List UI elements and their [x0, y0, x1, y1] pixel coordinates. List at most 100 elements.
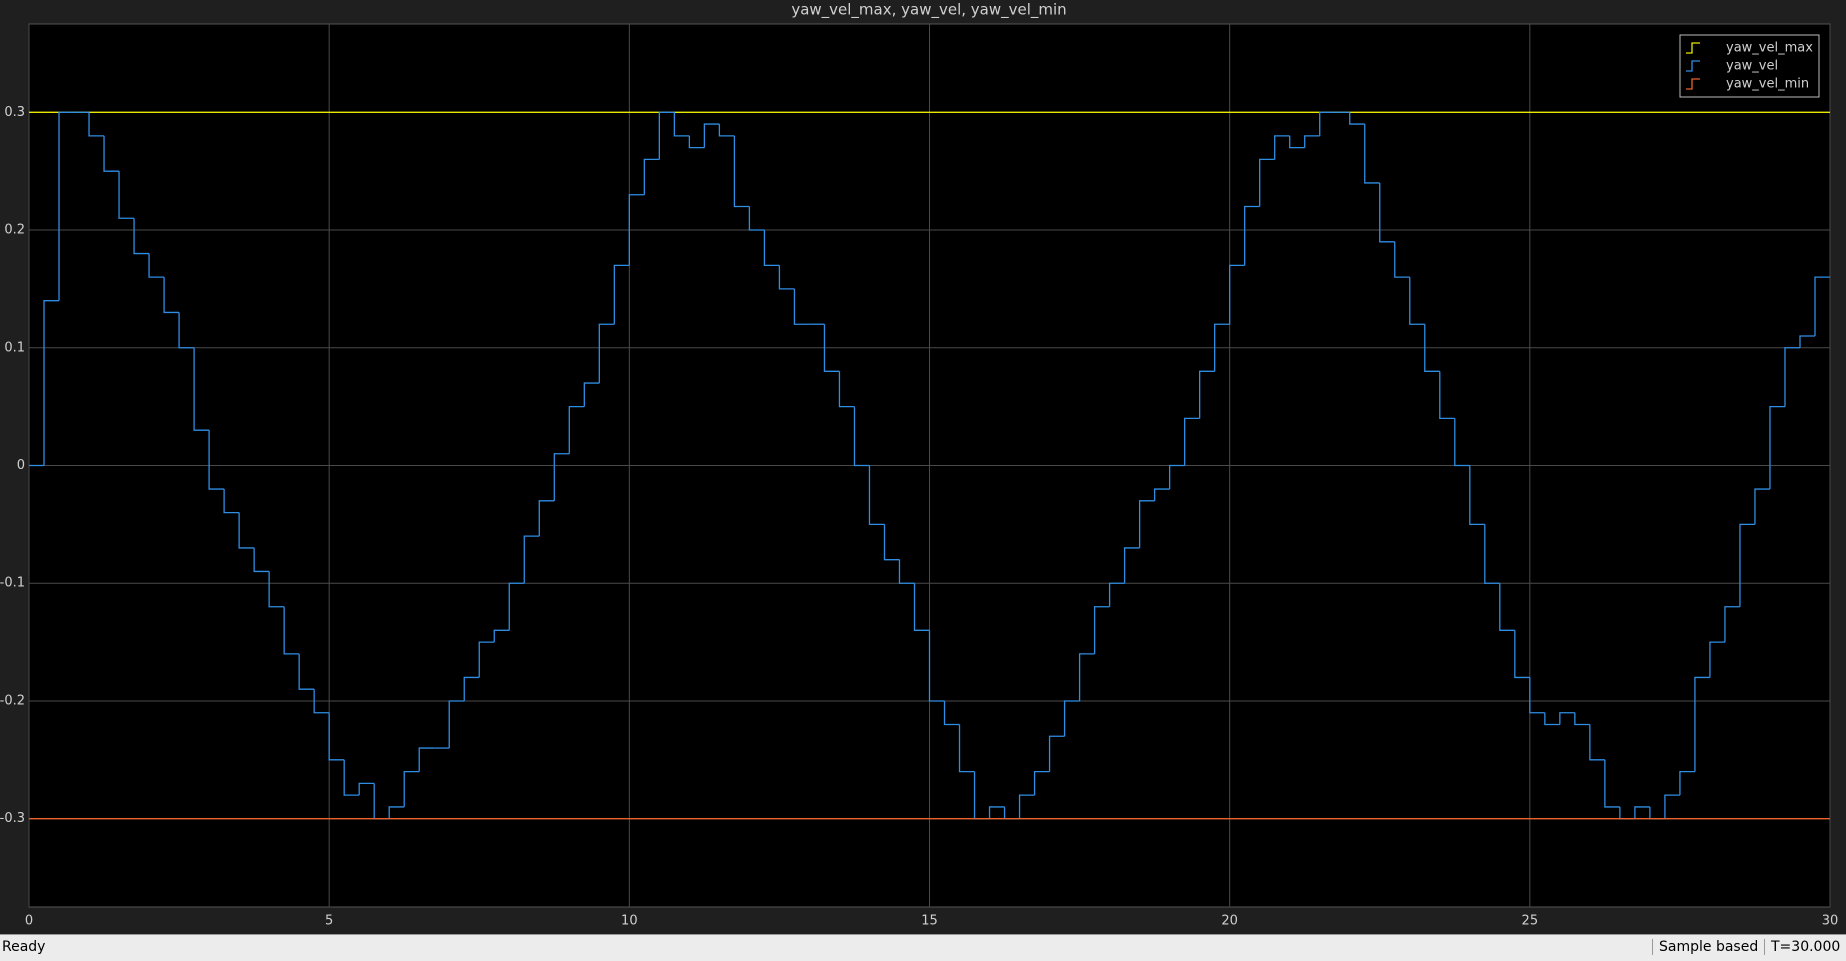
status-text: Ready	[2, 939, 46, 955]
status-time: T=30.000	[1764, 939, 1840, 955]
line-step	[1574, 712, 1590, 726]
line-step	[1739, 523, 1755, 607]
line-step	[1634, 806, 1650, 819]
legend-label: yaw_vel_max	[1726, 41, 1813, 56]
lines	[29, 111, 1830, 820]
line-step	[538, 500, 555, 537]
line-step	[883, 524, 900, 561]
line-step	[658, 111, 675, 160]
line-step	[1679, 770, 1695, 796]
line-step	[313, 689, 330, 714]
line-step	[553, 453, 570, 501]
line-step	[118, 171, 135, 219]
legend-swatch	[1686, 78, 1700, 90]
chart-title: yaw_vel_max, yaw_vel, yaw_vel_min	[791, 1, 1066, 20]
line-step	[1108, 582, 1125, 607]
line-step	[358, 782, 375, 796]
y-tick-label: -0.2	[0, 693, 25, 708]
line-step	[88, 112, 105, 137]
line-step	[418, 747, 435, 772]
line-step	[1409, 277, 1425, 325]
line-step	[1589, 724, 1605, 761]
legend: yaw_vel_max yaw_vel yaw_vel_min	[1679, 34, 1820, 98]
line-step	[718, 124, 735, 137]
line-step	[1544, 712, 1560, 726]
legend-swatch	[1686, 42, 1700, 54]
line-step	[148, 253, 165, 278]
line-step	[1454, 418, 1470, 467]
line-step	[1078, 653, 1095, 701]
line-step	[208, 430, 225, 490]
line-step	[103, 135, 120, 172]
line-step	[1799, 335, 1815, 348]
line-step	[1244, 205, 1260, 266]
line-step	[1229, 264, 1245, 325]
line-step	[193, 347, 210, 431]
line-step	[853, 406, 870, 467]
legend-label: yaw_vel	[1726, 59, 1778, 74]
line-step	[1304, 135, 1320, 148]
line-step	[1529, 677, 1545, 714]
x-tick-label: 20	[1221, 914, 1238, 929]
line-step	[1379, 182, 1395, 243]
line-step	[838, 371, 855, 408]
line-step	[568, 405, 585, 454]
line-step	[508, 582, 525, 631]
line-step	[1484, 524, 1500, 584]
line-step	[1709, 641, 1725, 678]
line-step	[1289, 135, 1305, 149]
line-step	[943, 700, 960, 726]
line-step	[1214, 323, 1230, 372]
y-tick-label: -0.3	[0, 811, 25, 826]
line-step	[748, 206, 765, 231]
line-step	[778, 265, 795, 290]
line-step	[1199, 370, 1215, 419]
line-step	[583, 382, 600, 407]
line-step	[1033, 770, 1050, 796]
line-step	[1319, 111, 1335, 136]
line-step	[898, 559, 915, 584]
line-step	[1784, 347, 1800, 407]
line-step	[1093, 606, 1110, 654]
line-step	[1514, 630, 1530, 679]
line-step	[1814, 276, 1830, 336]
line-step	[1349, 112, 1365, 125]
line-step	[478, 641, 495, 678]
y-tick-label: 0.3	[4, 105, 25, 120]
line-step	[1274, 135, 1290, 160]
x-tick-label: 0	[25, 914, 33, 929]
line-step	[1183, 417, 1200, 466]
y-tick-label: -0.1	[0, 576, 25, 591]
line-step	[598, 323, 615, 384]
line-step	[133, 218, 150, 255]
line-step	[178, 312, 195, 349]
chart: yaw_vel_max, yaw_vel, yaw_vel_min -0.3 -0…	[0, 1, 1838, 929]
y-tick-label: 0	[17, 458, 25, 473]
line-step	[643, 158, 660, 195]
line-step	[733, 135, 750, 208]
legend-label: yaw_vel_min	[1726, 77, 1809, 92]
y-tick-label: 0.2	[4, 223, 25, 238]
line-step	[268, 571, 285, 608]
x-tick-label: 25	[1522, 914, 1539, 929]
x-tick-label: 10	[621, 914, 638, 929]
line-step	[868, 465, 885, 526]
line-step	[913, 583, 930, 631]
line-step	[1769, 405, 1785, 490]
line-step	[928, 630, 945, 702]
y-tick-label: 0.1	[4, 340, 25, 355]
line-step	[43, 300, 60, 466]
line-step	[223, 489, 240, 514]
line-step	[1364, 124, 1380, 184]
legend-box	[1679, 34, 1820, 98]
line-step	[253, 547, 270, 573]
line-step	[763, 230, 780, 267]
line-step	[298, 653, 315, 690]
line-step	[988, 806, 1005, 819]
line-step	[1048, 735, 1065, 772]
line-step	[1138, 500, 1155, 548]
x-tick-label: 5	[325, 914, 333, 929]
line-step	[613, 264, 630, 325]
line-step	[1123, 547, 1140, 584]
